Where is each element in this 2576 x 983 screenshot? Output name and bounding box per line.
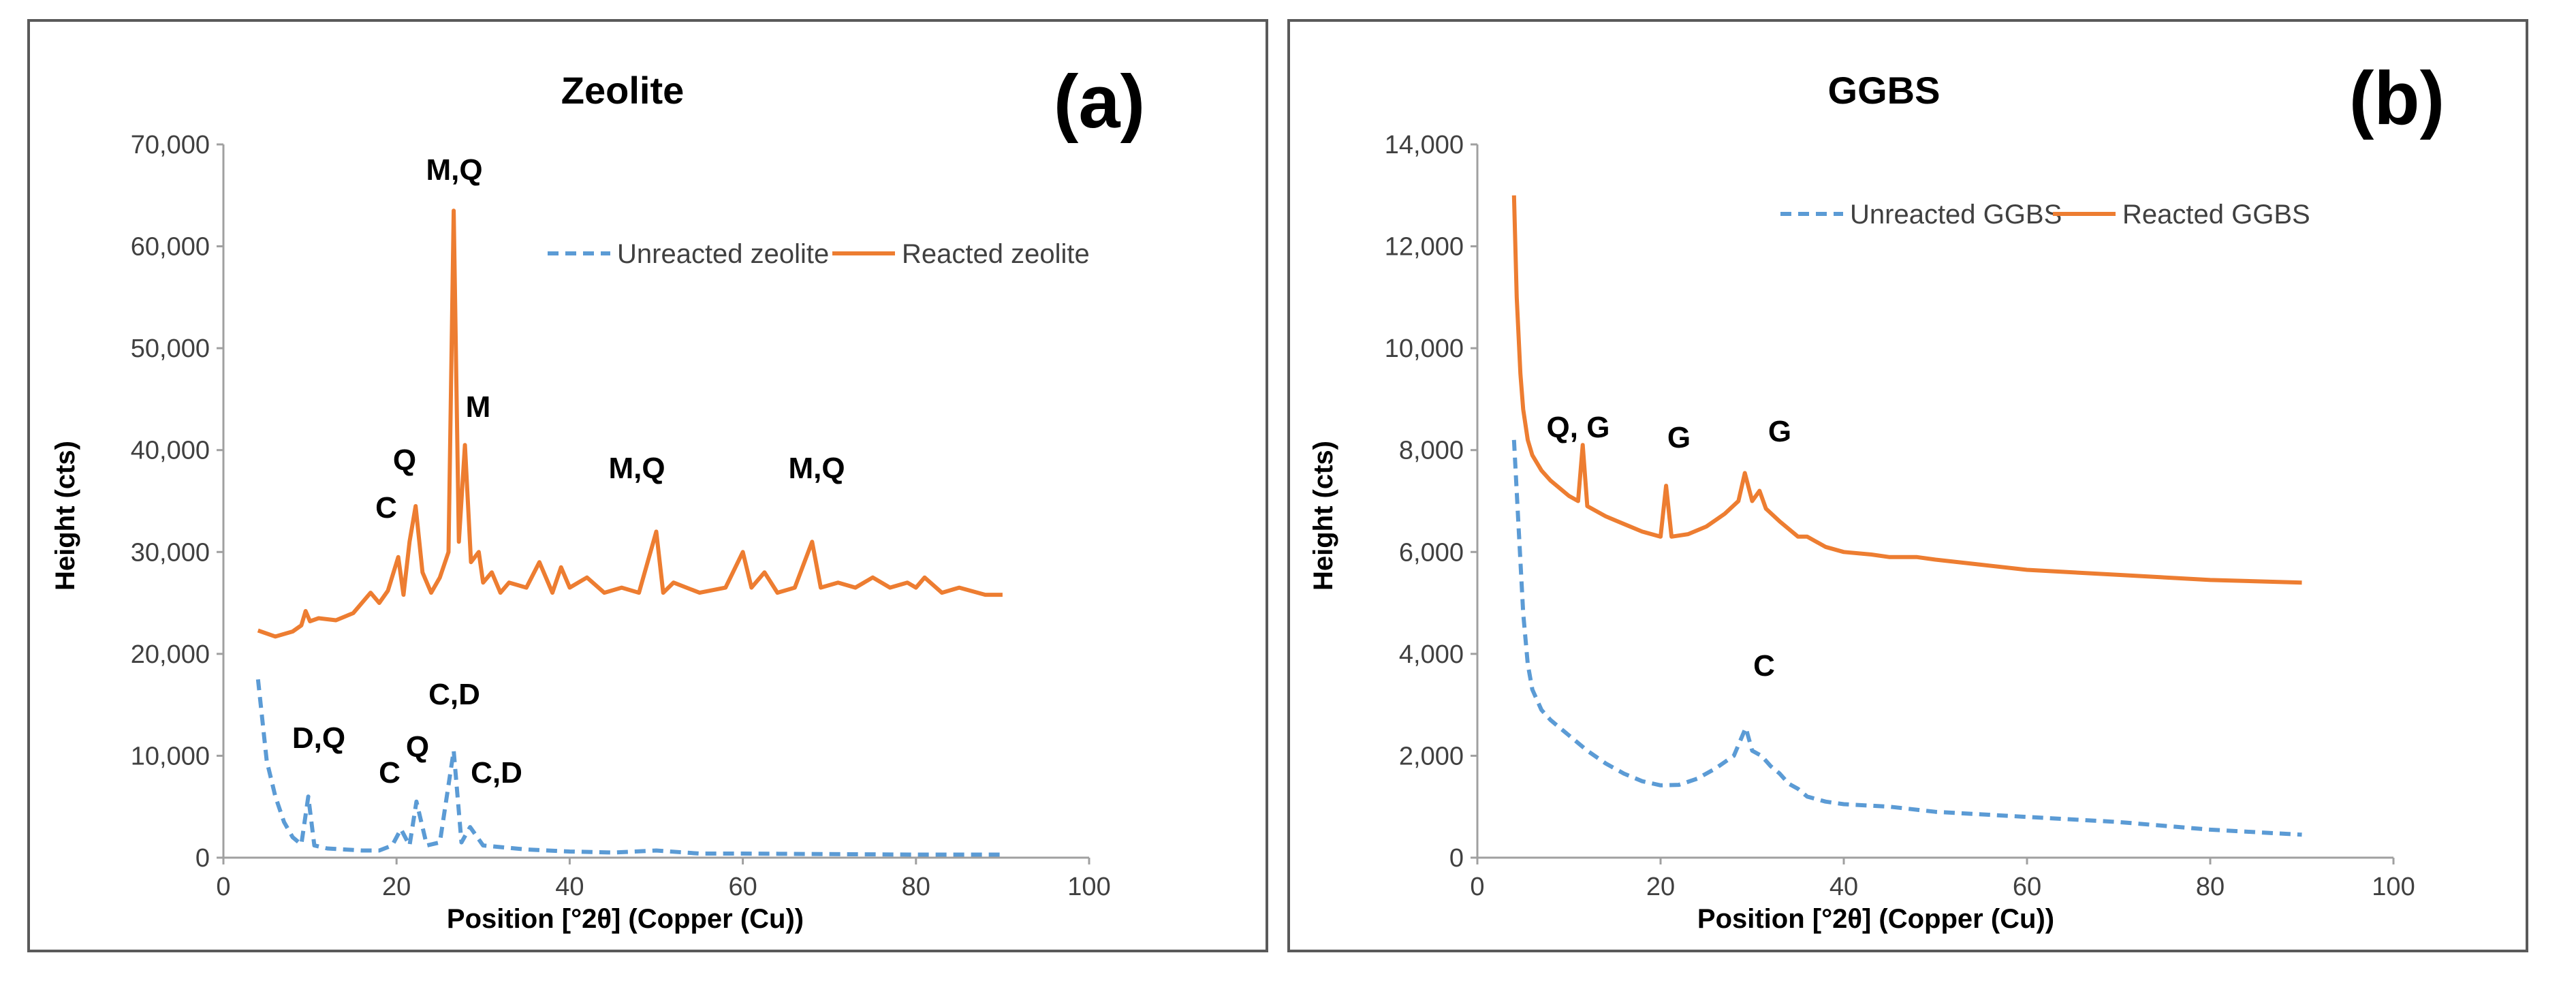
- annotation-label: Q, G: [1547, 411, 1610, 444]
- legend-label-reacted: Reacted GGBS: [2122, 200, 2310, 230]
- plot-area: [1511, 195, 2302, 837]
- annotation-label: Q: [393, 443, 416, 477]
- annotation-label: Q: [406, 730, 429, 764]
- y-axis-title: Height (cts): [1308, 441, 1338, 591]
- zeolite-chart-svg: Zeolite (a) 0 10,000 20,000 30,000 40,000 50,…: [50, 60, 1145, 934]
- annotation-label: D,Q: [292, 721, 345, 755]
- series-line-reacted: [1511, 195, 2302, 585]
- x-tick-label: 20: [382, 873, 411, 901]
- x-tick-label: 0: [216, 873, 230, 901]
- panel-label: (b): [2349, 57, 2445, 140]
- annotation-label: C,D: [471, 756, 522, 790]
- annotation-label: C: [379, 756, 400, 790]
- chart-panel-ggbs: GGBS (b) 0 2,000 4,000 6,000 8,000 10,000 12,0…: [1287, 19, 2528, 952]
- series-line-unreacted: [255, 678, 1003, 857]
- annotation-label: M,Q: [426, 153, 482, 187]
- x-tick-label: 100: [2372, 873, 2415, 901]
- chart-panel-zeolite: Zeolite (a) 0 10,000 20,000 30,000 40,000 50,…: [27, 19, 1268, 952]
- y-tick-label: 10,000: [1385, 334, 1464, 363]
- y-tick-label: 6,000: [1399, 538, 1464, 567]
- y-tick-label: 8,000: [1399, 437, 1464, 465]
- annotation-label: C,D: [428, 678, 480, 711]
- annotation-label: G: [1667, 421, 1691, 454]
- y-tick-label: 0: [195, 844, 210, 873]
- x-tick-label: 100: [1067, 873, 1110, 901]
- legend-label-unreacted: Unreacted GGBS: [1850, 200, 2062, 230]
- peak-annotations: Q, G G G C: [1547, 411, 1792, 683]
- legend-label-unreacted: Unreacted zeolite: [617, 239, 829, 269]
- x-tick-label: 80: [2196, 873, 2225, 901]
- annotation-label: M,Q: [788, 452, 845, 485]
- x-tick-label: 60: [728, 873, 757, 901]
- annotation-label: C: [375, 491, 397, 525]
- chart-title: GGBS: [1828, 69, 1941, 112]
- axes: 0 2,000 4,000 6,000 8,000 10,000 12,000 14,000 0…: [1385, 131, 2415, 901]
- x-axis-title: Position [°2θ] (Copper (Cu)): [447, 904, 804, 934]
- panel-label: (a): [1054, 60, 1145, 144]
- x-axis-title: Position [°2θ] (Copper (Cu)): [1697, 904, 2054, 934]
- legend: Unreacted zeolite Reacted zeolite: [548, 239, 1090, 269]
- y-axis-title: Height (cts): [50, 441, 80, 591]
- y-tick-label: 0: [1449, 844, 1464, 873]
- y-tick-label: 40,000: [131, 437, 210, 465]
- x-tick-label: 40: [555, 873, 584, 901]
- x-tick-label: 40: [1829, 873, 1858, 901]
- y-tick-label: 2,000: [1399, 742, 1464, 770]
- axes: 0 10,000 20,000 30,000 40,000 50,000 60,000 70,…: [131, 131, 1111, 901]
- y-tick-label: 4,000: [1399, 640, 1464, 669]
- x-tick-label: 60: [2013, 873, 2041, 901]
- x-tick-label: 20: [1646, 873, 1675, 901]
- annotation-label: G: [1768, 415, 1791, 448]
- x-tick-label: 80: [902, 873, 930, 901]
- x-tick-label: 0: [1470, 873, 1484, 901]
- y-tick-label: 12,000: [1385, 233, 1464, 262]
- chart-title: Zeolite: [561, 69, 684, 112]
- legend-label-reacted: Reacted zeolite: [902, 239, 1090, 269]
- annotation-label: M,Q: [608, 452, 665, 485]
- y-tick-label: 20,000: [131, 640, 210, 669]
- plot-area: [255, 208, 1003, 857]
- y-tick-label: 50,000: [131, 334, 210, 363]
- y-tick-label: 70,000: [131, 131, 210, 159]
- y-tick-label: 30,000: [131, 538, 210, 567]
- y-tick-label: 14,000: [1385, 131, 1464, 159]
- ggbs-chart-svg: GGBS (b) 0 2,000 4,000 6,000 8,000 10,000 12,0…: [1308, 57, 2445, 934]
- peak-annotations: M,Q M Q C M,Q M,Q D,Q C Q C,D C,D: [292, 153, 845, 790]
- series-line-reacted: [257, 208, 1003, 639]
- legend: Unreacted GGBS Reacted GGBS: [1780, 200, 2310, 230]
- series-line-unreacted: [1511, 439, 2302, 837]
- annotation-label: M: [466, 390, 491, 424]
- y-tick-label: 10,000: [131, 742, 210, 770]
- y-tick-label: 60,000: [131, 233, 210, 262]
- annotation-label: C: [1753, 649, 1775, 683]
